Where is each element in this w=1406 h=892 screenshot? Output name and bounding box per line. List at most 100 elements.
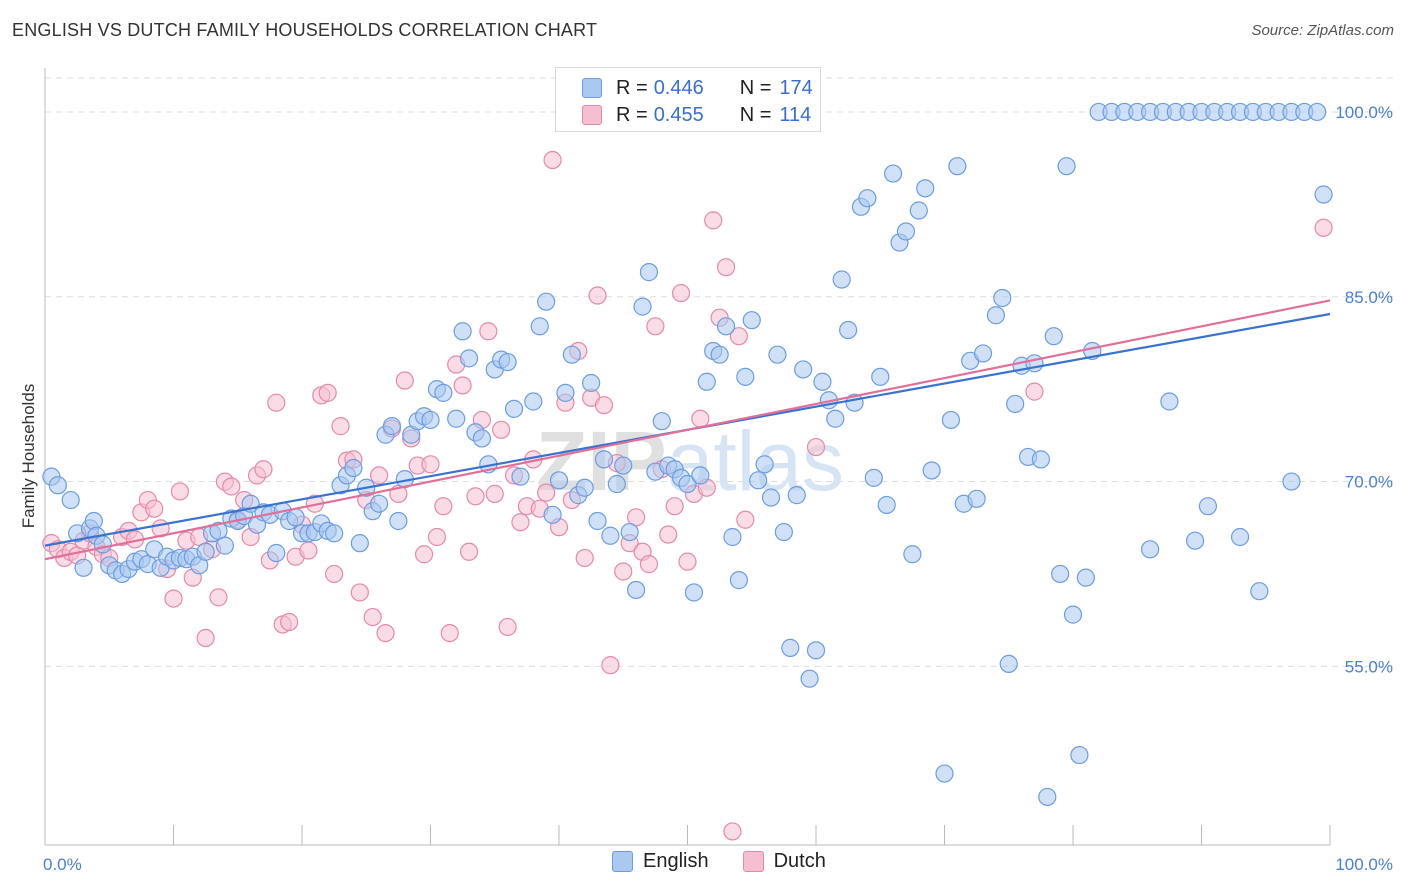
english-point: [678, 474, 697, 494]
english-point: [447, 409, 466, 428]
dutch-point: [318, 383, 337, 402]
english-point: [453, 322, 472, 341]
y-tick-label: 70.0%: [1345, 473, 1393, 492]
english-point: [691, 466, 710, 485]
dutch-legend-label: Dutch: [773, 850, 826, 872]
english-point: [781, 638, 800, 657]
english-point: [864, 468, 883, 487]
english-point: [986, 306, 1006, 325]
english-point: [883, 164, 903, 183]
dutch-point: [164, 589, 183, 608]
dutch-point: [1025, 382, 1044, 401]
correlation-legend: R = 0.446 N = 174 R = 0.455 N = 114: [555, 67, 821, 132]
dutch-point: [421, 455, 440, 474]
english-point: [736, 367, 755, 386]
english-point: [935, 764, 954, 783]
english-point: [813, 372, 832, 391]
english-point: [877, 495, 896, 515]
english-point: [941, 410, 961, 430]
dutch-point: [196, 628, 215, 648]
dutch-point: [671, 283, 691, 303]
english-point: [1006, 394, 1025, 414]
english-point: [639, 263, 659, 282]
english-point: [434, 383, 453, 402]
english-point: [524, 392, 543, 411]
english-point: [729, 571, 749, 590]
english-point: [389, 511, 408, 531]
dutch-point: [350, 583, 369, 602]
dutch-point: [691, 409, 710, 428]
english-point: [504, 399, 524, 418]
english-point: [858, 189, 877, 208]
english-point: [620, 522, 639, 542]
dutch-point: [543, 150, 562, 170]
dutch-point: [376, 623, 395, 643]
english-point: [61, 490, 80, 510]
english-swatch: [582, 78, 602, 98]
english-point: [794, 360, 813, 379]
legend-n-value: 174: [779, 76, 813, 99]
dutch-point: [646, 317, 665, 336]
dutch-point: [414, 545, 434, 564]
dutch-point: [280, 612, 299, 632]
dutch-swatch: [582, 105, 602, 125]
english-point: [215, 536, 234, 555]
english-point: [626, 580, 646, 600]
english-point: [1185, 531, 1205, 550]
dutch-point: [723, 822, 742, 841]
y-tick-label: 55.0%: [1345, 657, 1393, 676]
english-point: [761, 488, 781, 507]
english-point: [1160, 392, 1179, 411]
dutch-point: [639, 555, 659, 574]
legend-n-value: 114: [779, 103, 812, 126]
english-point: [1063, 605, 1083, 624]
english-point: [832, 270, 851, 289]
legend-row-dutch: R = 0.455 N = 114: [556, 101, 811, 129]
axes: [44, 68, 1331, 846]
y-tick-label: 100.0%: [1335, 103, 1393, 122]
english-point: [1038, 787, 1057, 807]
grid-lines: [45, 77, 1395, 667]
english-point: [498, 352, 517, 372]
dutch-point: [479, 322, 498, 341]
english-point: [549, 471, 569, 490]
english-points: [42, 102, 1333, 807]
dutch-point: [331, 417, 350, 436]
english-point: [1282, 472, 1301, 491]
english-point: [697, 372, 716, 391]
english-point: [948, 157, 967, 176]
english-point: [1140, 540, 1160, 559]
dutch-point: [659, 525, 678, 544]
legend-r-label: R =: [616, 103, 648, 126]
english-point: [1308, 102, 1327, 122]
english-point: [999, 654, 1018, 673]
dutch-point: [588, 286, 607, 305]
english-point: [537, 292, 556, 311]
dutch-point: [267, 393, 286, 412]
dutch-point: [370, 466, 389, 485]
dutch-point: [209, 588, 228, 607]
english-point: [93, 535, 112, 554]
english-point: [1070, 745, 1089, 765]
dutch-point: [511, 513, 530, 532]
english-point: [1250, 582, 1269, 601]
english-point: [723, 527, 742, 547]
english-point: [575, 478, 594, 497]
dutch-point: [601, 656, 620, 675]
dutch-point: [453, 376, 472, 395]
dutch-point: [716, 258, 736, 277]
dutch-point: [459, 542, 479, 561]
english-point: [350, 534, 369, 553]
english-point: [755, 455, 774, 474]
legend-r-label: R =: [616, 76, 648, 99]
english-point: [511, 467, 530, 486]
english-point: [710, 345, 729, 364]
english-point: [556, 383, 575, 402]
english-point: [601, 526, 620, 545]
english-point: [1031, 450, 1050, 469]
english-point: [84, 511, 103, 531]
english-point: [800, 669, 819, 688]
english-point: [325, 524, 344, 543]
english-point: [607, 474, 626, 494]
dutch-point: [704, 211, 723, 230]
